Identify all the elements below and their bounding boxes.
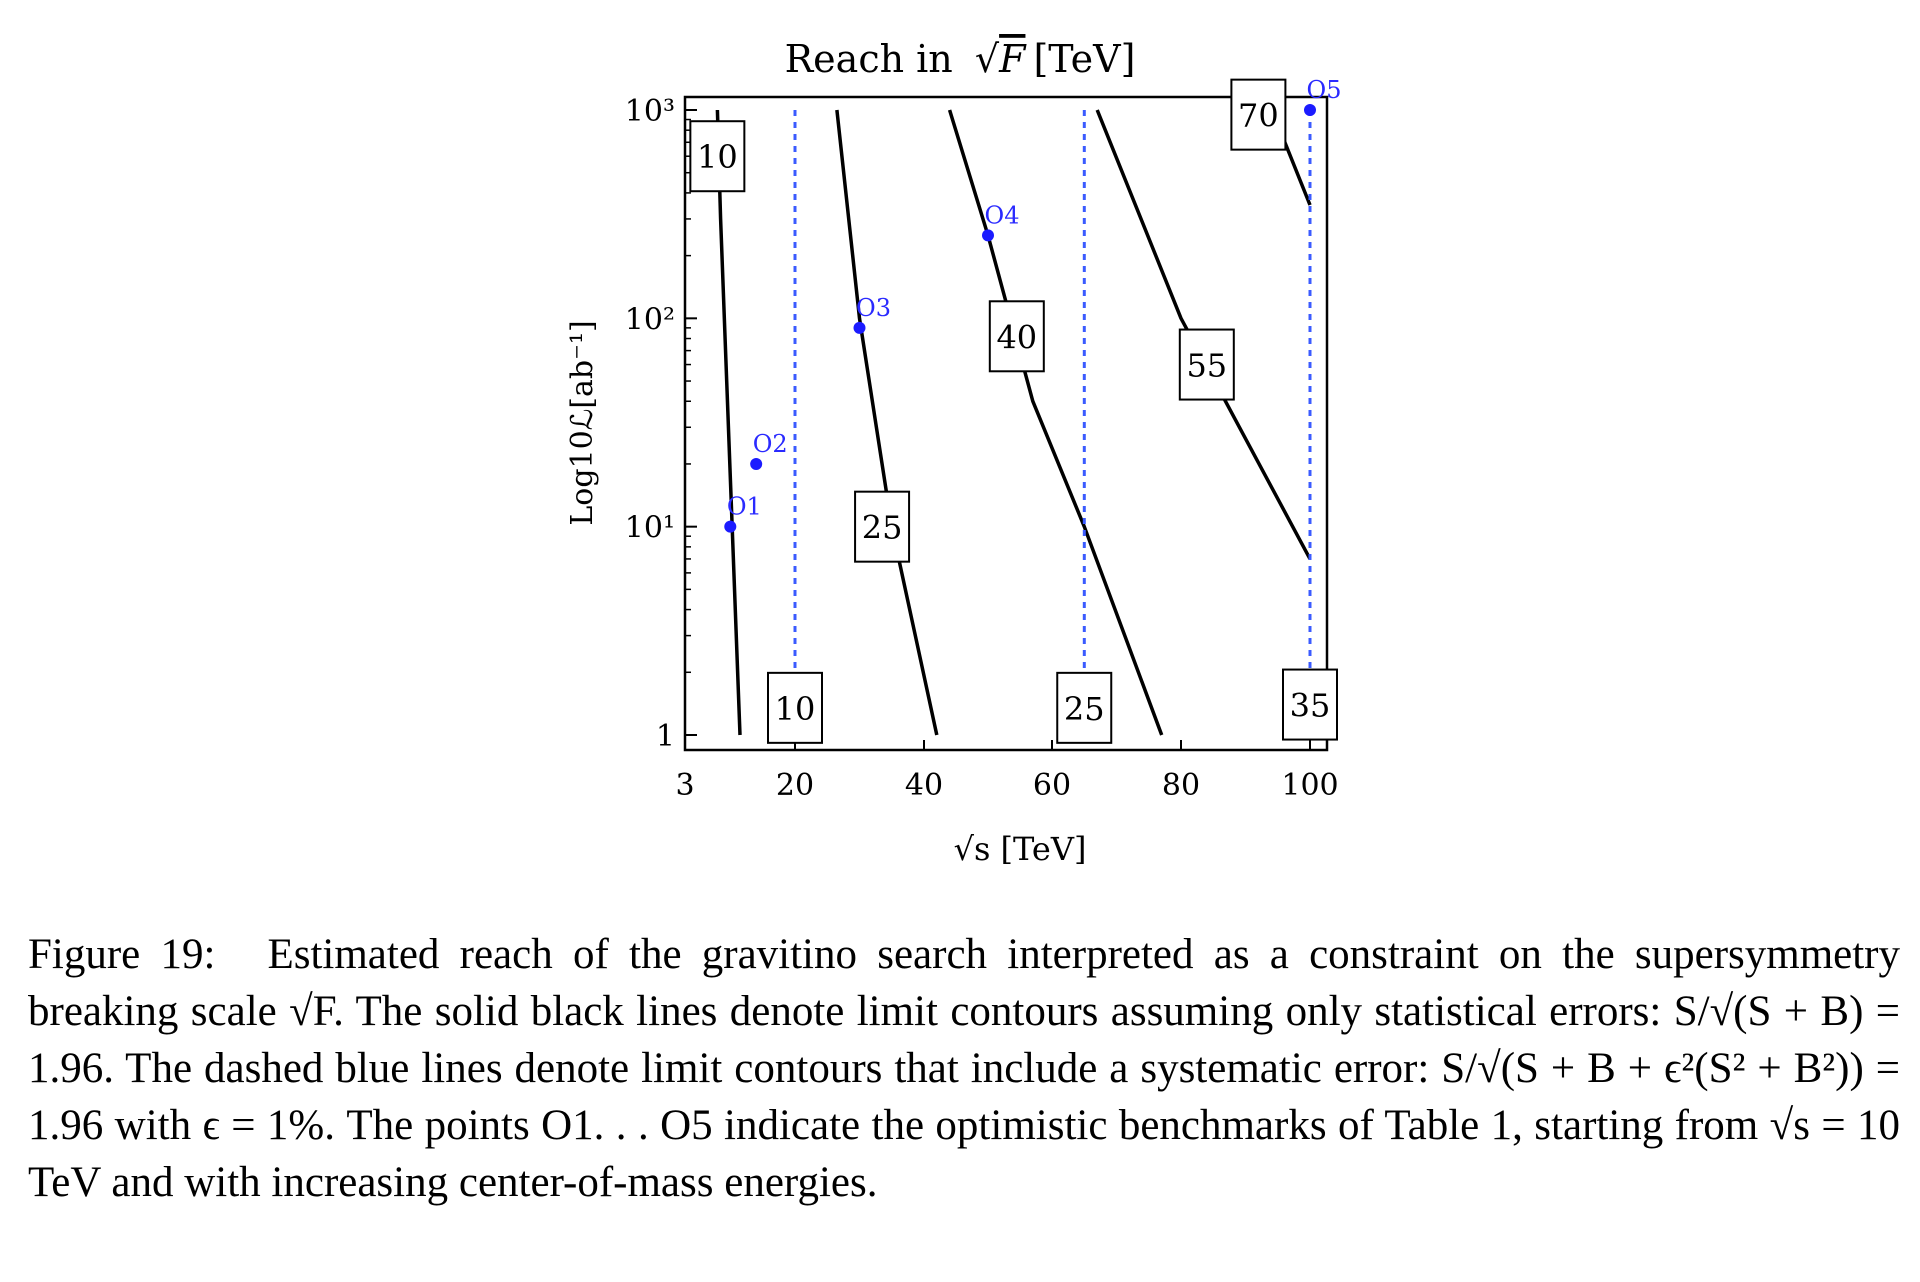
solid-contour-55: [1095, 109, 1312, 560]
contour-label-box: [1230, 78, 1287, 151]
y-tick-label: 10²: [625, 302, 675, 337]
y-tick-label: 10³: [625, 94, 675, 129]
contour-label-box: [1282, 668, 1338, 741]
contour-label: 70: [1238, 97, 1279, 135]
contour-label-box: [689, 120, 746, 193]
caption-text: Estimated reach of the gravitino search …: [28, 931, 1901, 1206]
x-axis-label: √s [TeV]: [954, 830, 1087, 868]
contour-label: 55: [1186, 347, 1227, 385]
contour-label-box: [767, 671, 823, 744]
contour-label: 40: [996, 318, 1037, 356]
plot-frame: [683, 95, 1329, 752]
caption-label: Figure 19:: [28, 931, 216, 978]
contour-label: 25: [1064, 690, 1105, 728]
figure: Reach in √F [TeV] 3 20 40 60 80 100 1 10¹ 10² 10³ …: [565, 37, 1342, 868]
contour-label-box: [1056, 671, 1113, 744]
contour-label: 10: [697, 138, 738, 176]
x-tick-label: 100: [1281, 768, 1338, 803]
solid-contour-40: [947, 109, 1164, 736]
x-tick-label: 40: [905, 768, 943, 803]
contour-label-box: [1178, 328, 1235, 401]
contour-label: 35: [1290, 687, 1331, 725]
y-tick-label: 10¹: [625, 511, 675, 546]
contour-label: 10: [775, 690, 816, 728]
solid-contour-25: [835, 109, 939, 736]
benchmark-label-O5: O5: [1307, 76, 1342, 104]
benchmark-label-O3: O3: [856, 294, 891, 322]
benchmark-label-O2: O2: [753, 430, 788, 458]
x-tick-label: 80: [1162, 768, 1200, 803]
benchmark-point-O3: [853, 321, 866, 334]
y-tick-label: 1: [656, 719, 675, 754]
x-tick-label: 60: [1033, 768, 1071, 803]
benchmark-point-O2: [750, 457, 763, 470]
x-tick-label: 3: [675, 768, 694, 803]
chart-title: Reach in √F [TeV]: [785, 37, 1136, 81]
figure-caption: Figure 19: Estimated reach of the graviti…: [28, 926, 1900, 1211]
x-tick-label: 20: [776, 768, 814, 803]
benchmark-point-O1: [724, 520, 737, 533]
benchmark-label-O1: O1: [727, 493, 762, 521]
y-axis-label: Log10ℒ[ab⁻¹]: [565, 320, 600, 525]
contour-label-box: [854, 490, 911, 563]
contour-label: 25: [862, 509, 903, 547]
contour-label-box: [988, 300, 1045, 373]
benchmark-label-O4: O4: [985, 201, 1020, 229]
contour-plot: Reach in √F [TeV] 3 20 40 60 80 100110¹10²10³ …: [565, 37, 1342, 868]
solid-contour-10: [715, 109, 742, 736]
benchmark-point-O4: [982, 229, 994, 242]
benchmark-point-O5: [1304, 104, 1316, 116]
